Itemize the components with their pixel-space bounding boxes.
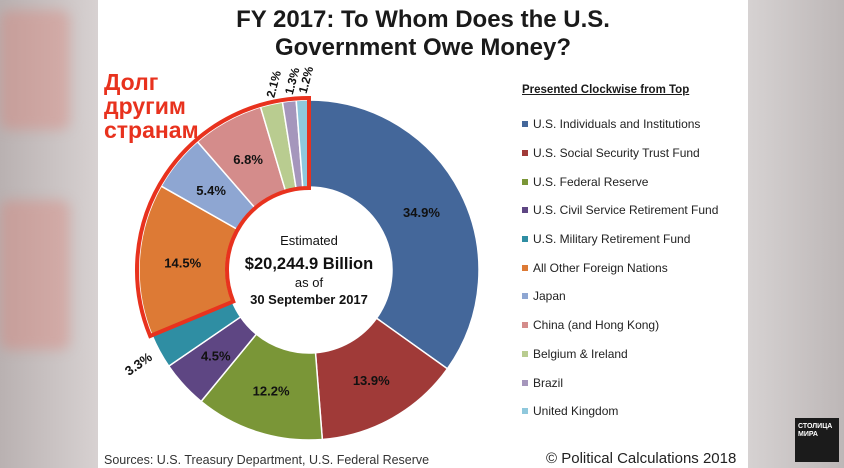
slice-label-united-kingdom: 1.2% [296, 65, 317, 95]
legend-label: Japan [533, 289, 566, 304]
legend-swatch [522, 150, 528, 157]
annotation-line3: странам [104, 117, 199, 143]
chart-title: FY 2017: To Whom Does the U.S. Governmen… [98, 6, 748, 62]
legend-item: U.S. Military Retirement Fund [522, 225, 742, 254]
legend-item: U.S. Federal Reserve [522, 167, 742, 196]
source-note: Sources: U.S. Treasury Department, U.S. … [104, 453, 430, 467]
legend-item: U.S. Civil Service Retirement Fund [522, 196, 742, 225]
legend-swatch [522, 178, 528, 185]
legend-item: U.S. Social Security Trust Fund [522, 139, 742, 168]
legend-label: U.S. Civil Service Retirement Fund [533, 203, 719, 218]
annotation-line2: другим [104, 93, 186, 119]
slice-label-belgium-ireland: 2.1% [263, 69, 284, 99]
center-line1: Estimated [280, 233, 338, 248]
legend-label: China (and Hong Kong) [533, 318, 660, 333]
slice-label-u-s-social-security-trust-fund: 13.9% [353, 373, 390, 388]
slice-label-u-s-military-retirement-fund: 3.3% [122, 349, 155, 379]
legend-swatch [522, 408, 528, 415]
legend-label: Brazil [533, 375, 564, 390]
legend-swatch [522, 350, 528, 357]
foreign-nations-highlight [135, 95, 311, 339]
logo-line1: СТОЛИЦА [798, 423, 833, 430]
legend-swatch [522, 207, 528, 214]
donut-slices [138, 99, 480, 441]
channel-logo: СТОЛИЦА МИРА [795, 418, 839, 462]
legend-title: Presented Clockwise from Top [522, 84, 690, 96]
legend-label: United Kingdom [533, 404, 619, 419]
annotation-line1: Долг [104, 69, 159, 95]
legend-item: Belgium & Ireland [522, 340, 742, 369]
center-line2: $20,244.9 Billion [245, 255, 373, 273]
chart-title-line2: Government Owe Money? [274, 34, 572, 61]
foreign-debt-annotation: Долг другим странам [104, 70, 199, 142]
slice-label-japan: 5.4% [196, 183, 226, 198]
chart-title-line1: FY 2017: To Whom Does the U.S. [236, 6, 610, 33]
slice-label-u-s-civil-service-retirement-fund: 4.5% [201, 349, 231, 364]
center-line4: 30 September 2017 [250, 292, 368, 307]
slice-label-brazil: 1.3% [282, 66, 303, 96]
legend-items: U.S. Individuals and Institutions U.S. So… [522, 110, 742, 426]
legend: Presented Clockwise from Top U.S. Indivi… [522, 84, 742, 426]
legend-label: U.S. Military Retirement Fund [533, 232, 691, 247]
slice-label-china-and-hong-kong: 6.8% [233, 152, 263, 167]
legend-item: Brazil [522, 368, 742, 397]
logo-line2: МИРА [798, 431, 818, 438]
legend-label: U.S. Federal Reserve [533, 174, 649, 189]
center-label: Estimated $20,244.9 Billion as of 30 Sep… [245, 233, 373, 307]
legend-swatch [522, 236, 528, 243]
center-line3: as of [295, 275, 324, 290]
legend-swatch [522, 121, 528, 128]
copyright: © Political Calculations 2018 [546, 450, 737, 467]
legend-item: United Kingdom [522, 397, 742, 426]
legend-item: China (and Hong Kong) [522, 311, 742, 340]
background-left [0, 0, 100, 468]
slice-label-u-s-individuals-and-institutions: 34.9% [403, 205, 440, 220]
legend-label: All Other Foreign Nations [533, 260, 668, 275]
legend-item: Japan [522, 282, 742, 311]
legend-swatch [522, 264, 528, 271]
background-right [744, 0, 844, 468]
legend-label: U.S. Social Security Trust Fund [533, 146, 700, 161]
legend-label: U.S. Individuals and Institutions [533, 117, 701, 132]
slice-label-all-other-foreign-nations: 14.5% [164, 255, 201, 270]
legend-swatch [522, 379, 528, 386]
background-blur [0, 200, 70, 350]
legend-swatch [522, 322, 528, 329]
legend-item: All Other Foreign Nations [522, 253, 742, 282]
slice-label-u-s-federal-reserve: 12.2% [253, 384, 290, 399]
legend-item: U.S. Individuals and Institutions [522, 110, 742, 139]
background-blur [0, 10, 70, 130]
slice-u-s-individuals-and-institutions [308, 99, 480, 370]
legend-swatch [522, 293, 528, 300]
legend-label: Belgium & Ireland [533, 346, 628, 361]
